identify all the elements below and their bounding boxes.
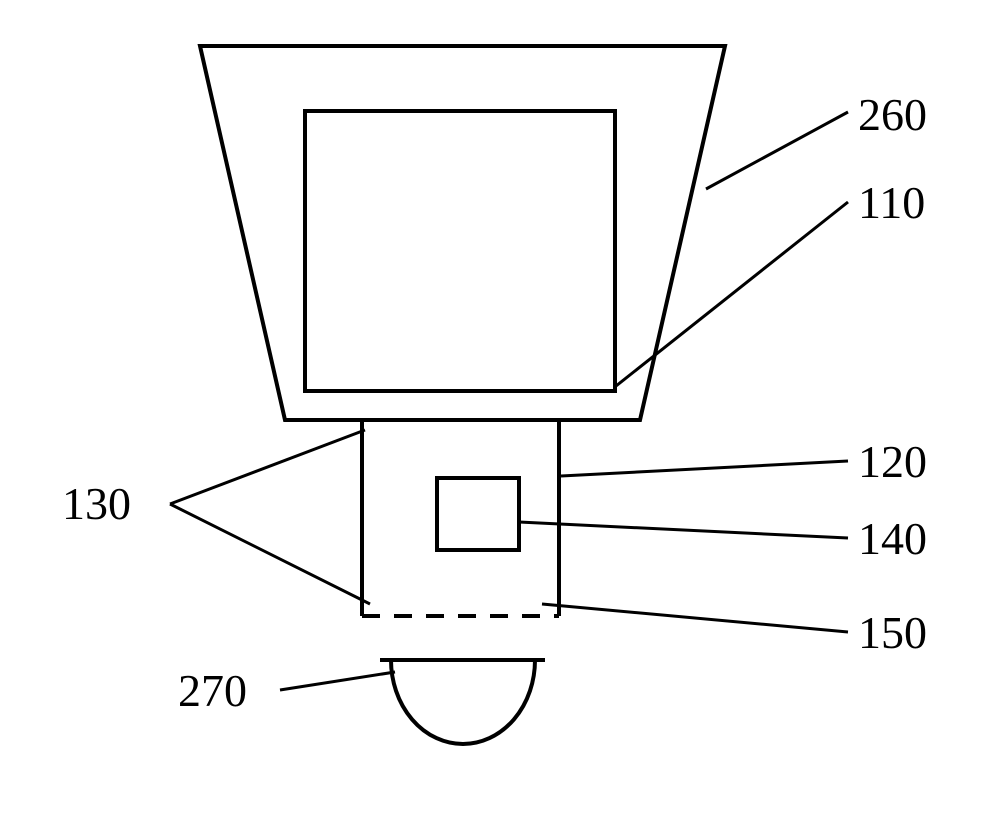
inner-rect	[305, 111, 615, 391]
small-rect	[437, 478, 519, 550]
lead-120	[561, 461, 848, 476]
lead-150	[542, 604, 848, 632]
lead-130b	[170, 504, 370, 604]
label-130: 130	[62, 478, 131, 529]
label-150: 150	[858, 607, 927, 658]
bulb-arc	[391, 660, 535, 744]
lead-110	[616, 202, 848, 386]
lead-270	[280, 672, 395, 690]
label-260: 260	[858, 89, 927, 140]
label-140: 140	[858, 513, 927, 564]
lead-260	[706, 112, 848, 189]
label-120: 120	[858, 436, 927, 487]
lead-130a	[170, 430, 365, 504]
label-110: 110	[858, 177, 925, 228]
label-270: 270	[178, 665, 247, 716]
lead-140	[519, 522, 848, 538]
